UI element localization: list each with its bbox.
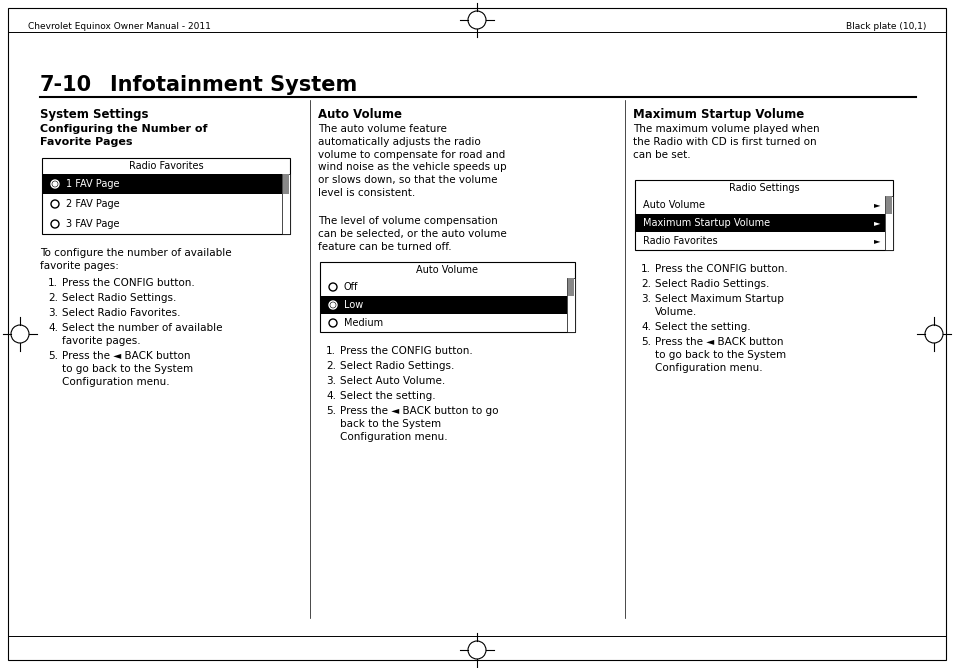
Text: Press the ◄ BACK button to go
back to the System
Configuration menu.: Press the ◄ BACK button to go back to th…	[339, 406, 498, 442]
Text: Configuring the Number of
Favorite Pages: Configuring the Number of Favorite Pages	[40, 124, 208, 147]
Text: Radio Settings: Radio Settings	[728, 183, 799, 193]
Text: Press the CONFIG button.: Press the CONFIG button.	[339, 346, 473, 356]
Text: Maximum Startup Volume: Maximum Startup Volume	[642, 218, 769, 228]
Text: 2.: 2.	[640, 279, 650, 289]
Bar	[282, 174, 290, 234]
Text: Select Auto Volume.: Select Auto Volume.	[339, 376, 445, 386]
Text: 3.: 3.	[48, 308, 58, 318]
Text: Press the ◄ BACK button
to go back to the System
Configuration menu.: Press the ◄ BACK button to go back to th…	[655, 337, 785, 373]
Text: Select the setting.: Select the setting.	[339, 391, 436, 401]
Text: 2 FAV Page: 2 FAV Page	[66, 199, 119, 209]
Text: Select Radio Settings.: Select Radio Settings.	[339, 361, 454, 371]
Text: 5.: 5.	[326, 406, 335, 416]
Bar	[283, 174, 289, 194]
Text: Select the number of available
favorite pages.: Select the number of available favorite …	[62, 323, 222, 346]
Text: The auto volume feature
automatically adjusts the radio
volume to compensate for: The auto volume feature automatically ad…	[317, 124, 506, 198]
Bar	[635, 180, 892, 250]
Text: Low: Low	[344, 300, 363, 310]
Text: Select Radio Favorites.: Select Radio Favorites.	[62, 308, 180, 318]
Bar	[319, 296, 566, 314]
Bar	[635, 214, 884, 232]
Text: 3.: 3.	[326, 376, 335, 386]
Text: 2.: 2.	[326, 361, 335, 371]
Text: Press the CONFIG button.: Press the CONFIG button.	[655, 264, 787, 274]
Text: Black plate (10,1): Black plate (10,1)	[844, 22, 925, 31]
Bar	[566, 278, 575, 332]
Text: 5.: 5.	[640, 337, 650, 347]
Text: Radio Favorites: Radio Favorites	[642, 236, 717, 246]
Text: To configure the number of available
favorite pages:: To configure the number of available fav…	[40, 248, 232, 271]
Text: Select Maximum Startup
Volume.: Select Maximum Startup Volume.	[655, 294, 783, 317]
Text: 3.: 3.	[640, 294, 650, 304]
Text: Medium: Medium	[344, 318, 383, 328]
Circle shape	[53, 182, 57, 186]
Text: 4.: 4.	[48, 323, 58, 333]
Text: 3 FAV Page: 3 FAV Page	[66, 219, 119, 229]
Text: The level of volume compensation
can be selected, or the auto volume
feature can: The level of volume compensation can be …	[317, 216, 506, 252]
Text: ►: ►	[873, 218, 880, 228]
Bar	[319, 262, 575, 332]
Text: Auto Volume: Auto Volume	[317, 108, 401, 121]
Text: Radio Favorites: Radio Favorites	[129, 161, 203, 171]
Text: Select Radio Settings.: Select Radio Settings.	[655, 279, 768, 289]
Text: ►: ►	[873, 200, 880, 210]
Text: 1.: 1.	[326, 346, 335, 356]
Text: 4.: 4.	[326, 391, 335, 401]
Text: Press the CONFIG button.: Press the CONFIG button.	[62, 278, 194, 288]
Text: Off: Off	[344, 282, 358, 292]
Text: Auto Volume: Auto Volume	[416, 265, 478, 275]
Text: 1.: 1.	[48, 278, 58, 288]
Bar	[885, 196, 891, 214]
Bar	[42, 158, 290, 234]
Text: 2.: 2.	[48, 293, 58, 303]
Text: 1 FAV Page: 1 FAV Page	[66, 179, 119, 189]
Circle shape	[331, 303, 335, 307]
Text: 5.: 5.	[48, 351, 58, 361]
Text: 1.: 1.	[640, 264, 650, 274]
Text: The maximum volume played when
the Radio with CD is first turned on
can be set.: The maximum volume played when the Radio…	[633, 124, 819, 160]
Text: Press the ◄ BACK button
to go back to the System
Configuration menu.: Press the ◄ BACK button to go back to th…	[62, 351, 193, 387]
Text: ►: ►	[873, 236, 880, 246]
Text: Maximum Startup Volume: Maximum Startup Volume	[633, 108, 803, 121]
Text: Auto Volume: Auto Volume	[642, 200, 704, 210]
Text: Select Radio Settings.: Select Radio Settings.	[62, 293, 176, 303]
Bar	[884, 196, 892, 250]
Text: Chevrolet Equinox Owner Manual - 2011: Chevrolet Equinox Owner Manual - 2011	[28, 22, 211, 31]
Text: Select the setting.: Select the setting.	[655, 322, 750, 332]
Text: System Settings: System Settings	[40, 108, 149, 121]
Text: 7-10: 7-10	[40, 75, 92, 95]
Text: 4.: 4.	[640, 322, 650, 332]
Bar	[567, 278, 574, 296]
Text: Infotainment System: Infotainment System	[110, 75, 356, 95]
Bar	[42, 174, 282, 194]
